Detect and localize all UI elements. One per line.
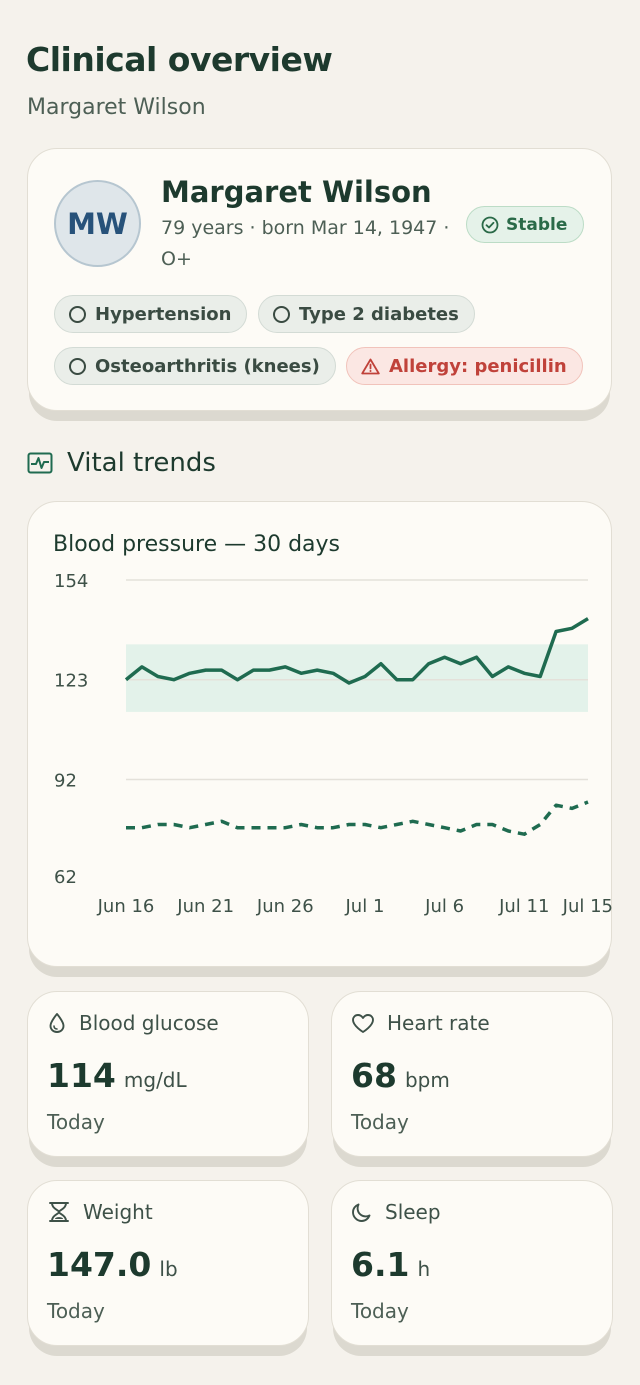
metric-timestamp: Today <box>351 1299 409 1323</box>
x-tick-label: Jun 26 <box>256 896 314 917</box>
metric-number: 68 <box>351 1056 397 1095</box>
blood-pressure-chart-card[interactable]: Blood pressure — 30 days 154 123 92 62 Jun 1… <box>27 501 613 967</box>
allergy-label: Allergy: penicillin <box>389 355 567 377</box>
circle-icon <box>69 357 86 375</box>
metric-value: 68 bpm <box>351 1056 450 1095</box>
metric-timestamp: Today <box>47 1110 105 1134</box>
blood-pressure-chart: 154 123 92 62 Jun 16 Jun 21 Jun 26 Jul 1 Jul 6 Ju… <box>54 571 613 917</box>
scale-icon <box>49 1202 69 1222</box>
check-circle-icon <box>481 216 499 233</box>
y-tick-label: 62 <box>54 867 77 888</box>
patient-meta: 79 years · born Mar 14, 1947 · O+ <box>161 217 450 270</box>
x-tick-label: Jul 15 <box>562 896 613 917</box>
metric-value: 114 mg/dL <box>47 1056 187 1095</box>
patient-card[interactable]: MW Margaret Wilson 79 years · born Mar 1… <box>27 148 612 411</box>
systolic-line <box>124 617 589 685</box>
metric-label-text: Sleep <box>385 1200 441 1224</box>
condition-tag[interactable]: Type 2 diabetes <box>258 295 475 333</box>
y-tick-label: 154 <box>54 571 88 592</box>
x-tick-label: Jun 16 <box>97 896 155 917</box>
diastolic-line <box>126 800 589 836</box>
sleep-card[interactable]: Sleep 6.1 h Today <box>331 1180 613 1346</box>
condition-tag[interactable]: Hypertension <box>54 295 248 333</box>
metric-value: 6.1 h <box>351 1245 430 1284</box>
metric-unit: lb <box>159 1257 178 1281</box>
circle-icon <box>69 305 86 323</box>
status-label: Stable <box>506 214 568 235</box>
metric-number: 114 <box>47 1056 116 1095</box>
metric-unit: h <box>417 1257 431 1281</box>
moon-icon <box>352 1203 371 1222</box>
section-title: Vital trends <box>67 448 216 478</box>
page-title: Clinical overview <box>26 40 333 79</box>
x-tick-label: Jul 11 <box>498 896 549 917</box>
x-tick-label: Jul 6 <box>424 896 464 917</box>
heart-rate-card[interactable]: Heart rate 68 bpm Today <box>331 991 613 1157</box>
metric-label: Sleep <box>351 1200 441 1224</box>
metric-label-text: Blood glucose <box>79 1011 219 1035</box>
condition-label: Osteoarthritis (knees) <box>95 355 320 377</box>
metric-number: 147.0 <box>47 1245 152 1284</box>
y-tick-label: 92 <box>54 770 77 791</box>
weight-card[interactable]: Weight 147.0 lb Today <box>27 1180 309 1346</box>
blood-glucose-card[interactable]: Blood glucose 114 mg/dL Today <box>27 991 309 1157</box>
condition-tag[interactable]: Osteoarthritis (knees) <box>54 347 336 385</box>
warning-triangle-icon <box>361 358 380 374</box>
y-tick-label: 123 <box>54 671 88 692</box>
metric-label: Heart rate <box>351 1011 490 1035</box>
patient-name: Margaret Wilson <box>161 175 432 209</box>
metric-value: 147.0 lb <box>47 1245 178 1284</box>
page-subtitle: Margaret Wilson <box>27 95 206 120</box>
avatar: MW <box>54 180 141 267</box>
x-tick-label: Jun 21 <box>176 896 234 917</box>
metric-label: Weight <box>47 1200 153 1224</box>
vital-trends-header: Vital trends <box>27 448 216 478</box>
heart-icon <box>352 1013 374 1033</box>
condition-label: Hypertension <box>95 303 232 325</box>
metric-number: 6.1 <box>351 1245 410 1284</box>
metric-label-text: Heart rate <box>387 1011 490 1035</box>
metric-label: Blood glucose <box>47 1011 219 1035</box>
circle-icon <box>273 305 290 323</box>
metric-label-text: Weight <box>83 1200 153 1224</box>
allergy-tag[interactable]: Allergy: penicillin <box>346 347 583 385</box>
metric-unit: bpm <box>404 1068 450 1092</box>
status-badge: Stable <box>466 206 585 243</box>
metric-timestamp: Today <box>47 1299 105 1323</box>
condition-label: Type 2 diabetes <box>299 303 459 325</box>
metric-unit: mg/dL <box>123 1068 187 1092</box>
metric-timestamp: Today <box>351 1110 409 1134</box>
x-tick-label: Jul 1 <box>345 896 385 917</box>
chart-title: Blood pressure — 30 days <box>53 532 341 557</box>
droplet-icon <box>49 1013 65 1033</box>
activity-chart-icon <box>27 452 53 474</box>
